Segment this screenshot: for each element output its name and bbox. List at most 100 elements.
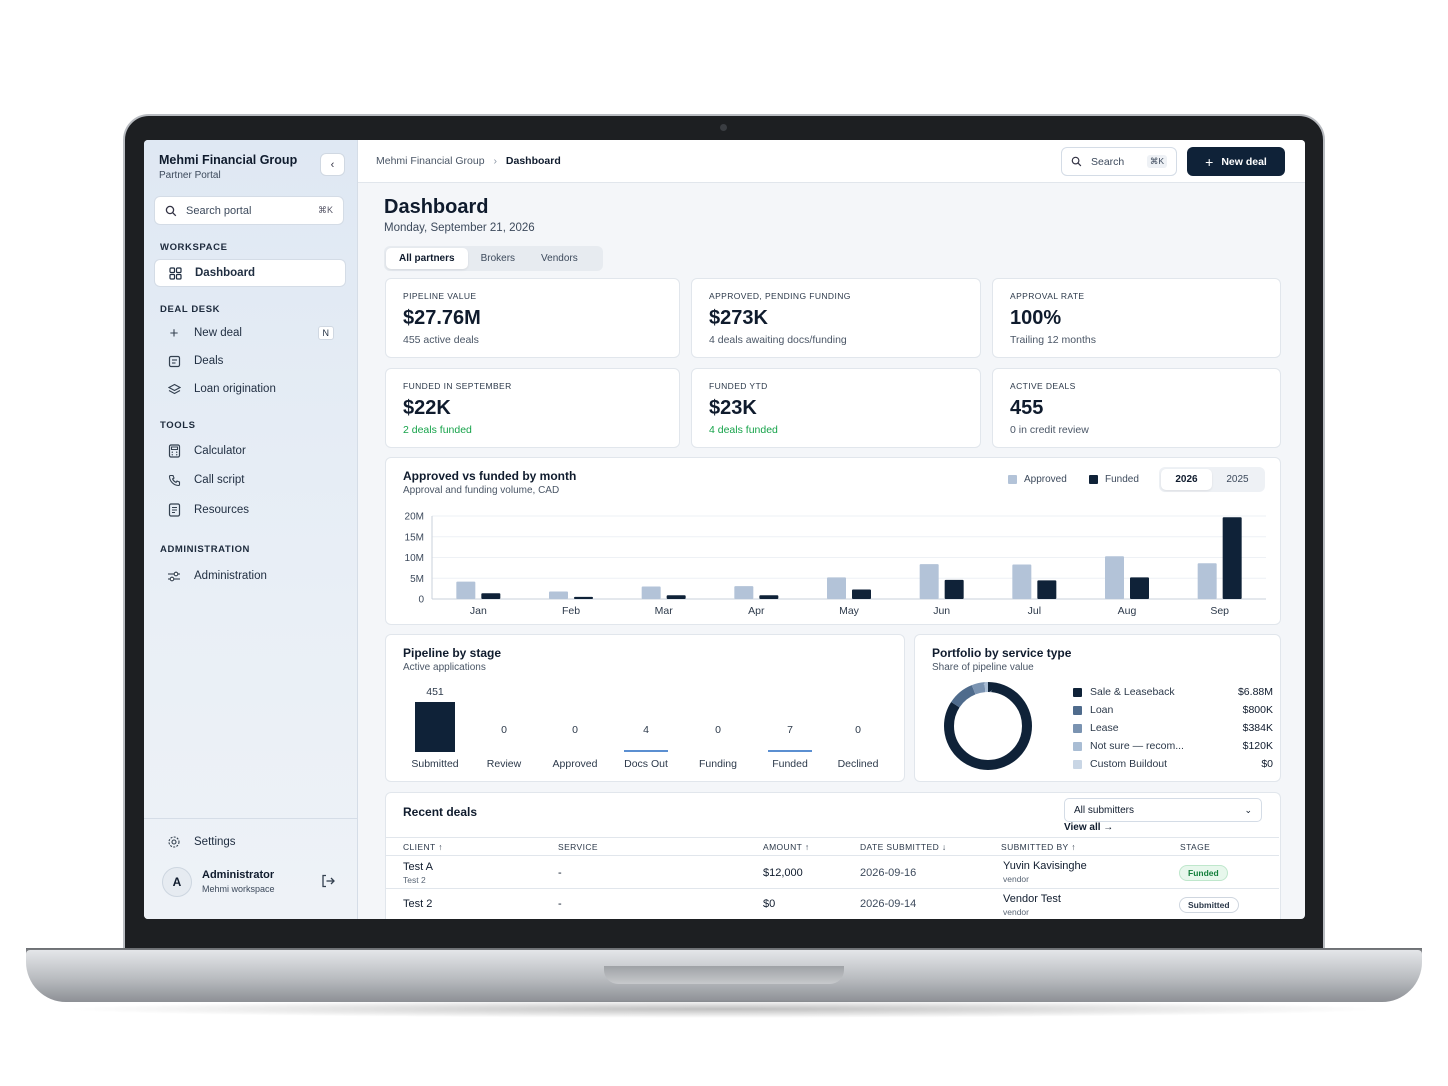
kpi-card-funded-ytd: FUNDED YTD $23K 4 deals funded <box>691 368 981 448</box>
kpi-label: FUNDED YTD <box>709 381 768 391</box>
search-icon <box>165 205 177 216</box>
portfolio-label: Custom Buildout <box>1090 758 1168 770</box>
bar-approved <box>1105 556 1124 599</box>
kpi-sub: 4 deals awaiting docs/funding <box>709 334 847 346</box>
camera-dot <box>720 124 727 131</box>
user-name: Administrator <box>202 869 275 881</box>
kpi-value: $273K <box>709 307 768 329</box>
view-all-link[interactable]: View all → <box>1064 822 1114 833</box>
sidebar-item-resources[interactable]: Resources <box>154 496 346 524</box>
kpi-value: $23K <box>709 397 757 419</box>
bar-funded <box>481 593 501 599</box>
cell-client-sub: Test 2 <box>403 875 426 885</box>
column-header-date[interactable]: DATE SUBMITTED ↓ <box>860 842 947 852</box>
new-deal-button[interactable]: + New deal <box>1187 147 1285 176</box>
x-tick-label: Jan <box>470 605 487 617</box>
sidebar-item-label: Call script <box>194 474 245 486</box>
sidebar-item-deals[interactable]: Deals <box>154 347 346 375</box>
column-header-submitted-by[interactable]: SUBMITTED BY ↑ <box>1001 842 1076 852</box>
section-label-workspace: WORKSPACE <box>160 242 228 253</box>
sidebar-item-settings[interactable]: Settings <box>154 828 346 856</box>
table-row-border <box>386 888 1279 889</box>
x-tick-label: Mar <box>655 605 674 617</box>
tab-brokers[interactable]: Brokers <box>480 253 516 264</box>
stage-label: Declined <box>838 758 879 770</box>
sidebar-item-new-deal[interactable]: + New deal N <box>154 319 346 347</box>
stage-value-label: 7 <box>787 724 793 736</box>
breadcrumb: Mehmi Financial Group › Dashboard <box>376 155 561 167</box>
kpi-label: APPROVAL RATE <box>1010 291 1085 301</box>
cell-service: - <box>558 867 562 879</box>
cell-submitted-by: Yuvin Kavisinghe <box>1003 860 1087 872</box>
y-tick-label: 20M <box>405 512 424 523</box>
submitter-filter-select[interactable]: All submitters ⌄ <box>1064 798 1262 822</box>
cell-client: Test A <box>403 861 433 873</box>
tab-vendors[interactable]: Vendors <box>541 253 578 264</box>
screen: Mehmi Financial Group Partner Portal ‹ S… <box>144 140 1305 919</box>
portfolio-value: $800K <box>1242 704 1273 716</box>
legend-swatch <box>1073 687 1082 697</box>
sidebar-search-placeholder: Search portal <box>186 204 252 217</box>
kpi-card-pipeline-value: PIPELINE VALUE $27.76M 455 active deals <box>385 278 680 358</box>
legend-label: Funded <box>1105 474 1139 485</box>
bar-approved <box>827 577 846 599</box>
legend-swatch <box>1073 741 1082 751</box>
user-workspace: Mehmi workspace <box>202 884 275 894</box>
logout-icon[interactable] <box>320 873 336 892</box>
sidebar-item-label: Settings <box>194 836 236 848</box>
top-search-button[interactable]: Search ⌘K <box>1061 147 1177 176</box>
portfolio-label: Not sure — recom... <box>1090 740 1184 752</box>
sidebar-item-calculator[interactable]: Calculator <box>154 437 346 465</box>
monthly-chart-title: Approved vs funded by month <box>403 469 577 483</box>
new-deal-shortcut: N <box>317 326 334 340</box>
collapse-sidebar-button[interactable]: ‹ <box>320 153 345 176</box>
kpi-sub: Trailing 12 months <box>1010 334 1096 346</box>
laptop-notch <box>604 966 844 984</box>
portfolio-subtitle: Share of pipeline value <box>932 662 1034 673</box>
sidebar-item-loan-origination[interactable]: Loan origination <box>154 375 346 403</box>
plus-icon: + <box>169 324 179 342</box>
laptop-shadow <box>60 1000 1388 1018</box>
breadcrumb-root[interactable]: Mehmi Financial Group <box>376 155 485 167</box>
kpi-card-active-deals: ACTIVE DEALS 455 0 in credit review <box>992 368 1281 448</box>
column-header-client[interactable]: CLIENT ↑ <box>403 842 443 852</box>
bar-approved <box>456 581 476 599</box>
bar-funded <box>666 595 686 599</box>
submitter-filter-value: All submitters <box>1074 804 1135 816</box>
column-header-amount[interactable]: AMOUNT ↑ <box>763 842 810 852</box>
stage-label: Funding <box>699 758 737 770</box>
cell-submitted-by-role: vendor <box>1003 907 1029 917</box>
sidebar-item-call-script[interactable]: Call script <box>154 466 346 494</box>
kpi-value: 100% <box>1010 307 1062 329</box>
year-tab-2026[interactable]: 2026 <box>1161 469 1212 490</box>
kpi-label: PIPELINE VALUE <box>403 291 477 301</box>
table-header-border <box>386 837 1279 838</box>
sidebar-search-shortcut: ⌘K <box>317 205 333 215</box>
sidebar-item-administration[interactable]: Administration <box>154 562 346 590</box>
monthly-chart-card: Approved vs funded by month Approval and… <box>385 457 1281 625</box>
sidebar-search-input[interactable]: Search portal ⌘K <box>154 196 344 225</box>
stage-value-label: 451 <box>426 686 444 698</box>
legend-swatch-approved <box>1008 475 1017 484</box>
sidebar-item-dashboard[interactable]: Dashboard <box>154 259 346 287</box>
calculator-icon <box>166 444 182 458</box>
x-tick-label: Apr <box>748 605 765 617</box>
sidebar-item-label: Loan origination <box>194 383 276 395</box>
bar-approved <box>641 586 661 599</box>
legend-swatch <box>1073 723 1082 733</box>
tab-all-partners[interactable]: All partners <box>386 248 468 269</box>
breadcrumb-separator: › <box>493 155 497 167</box>
sidebar-item-label: Resources <box>194 504 249 516</box>
legend-swatch <box>1073 759 1082 769</box>
portfolio-value: $6.88M <box>1237 686 1273 698</box>
x-tick-label: Feb <box>562 605 580 617</box>
plus-icon: + <box>1205 153 1214 170</box>
year-tab-2025[interactable]: 2025 <box>1226 474 1249 485</box>
year-toggle: 2026 2025 <box>1159 467 1265 492</box>
y-tick-label: 10M <box>405 553 424 564</box>
legend-swatch-funded <box>1089 475 1098 484</box>
stage-value-label: 0 <box>855 724 861 736</box>
avatar[interactable]: A <box>162 867 192 897</box>
stage-value-label: 0 <box>501 724 507 736</box>
cell-amount: $0 <box>763 898 776 910</box>
